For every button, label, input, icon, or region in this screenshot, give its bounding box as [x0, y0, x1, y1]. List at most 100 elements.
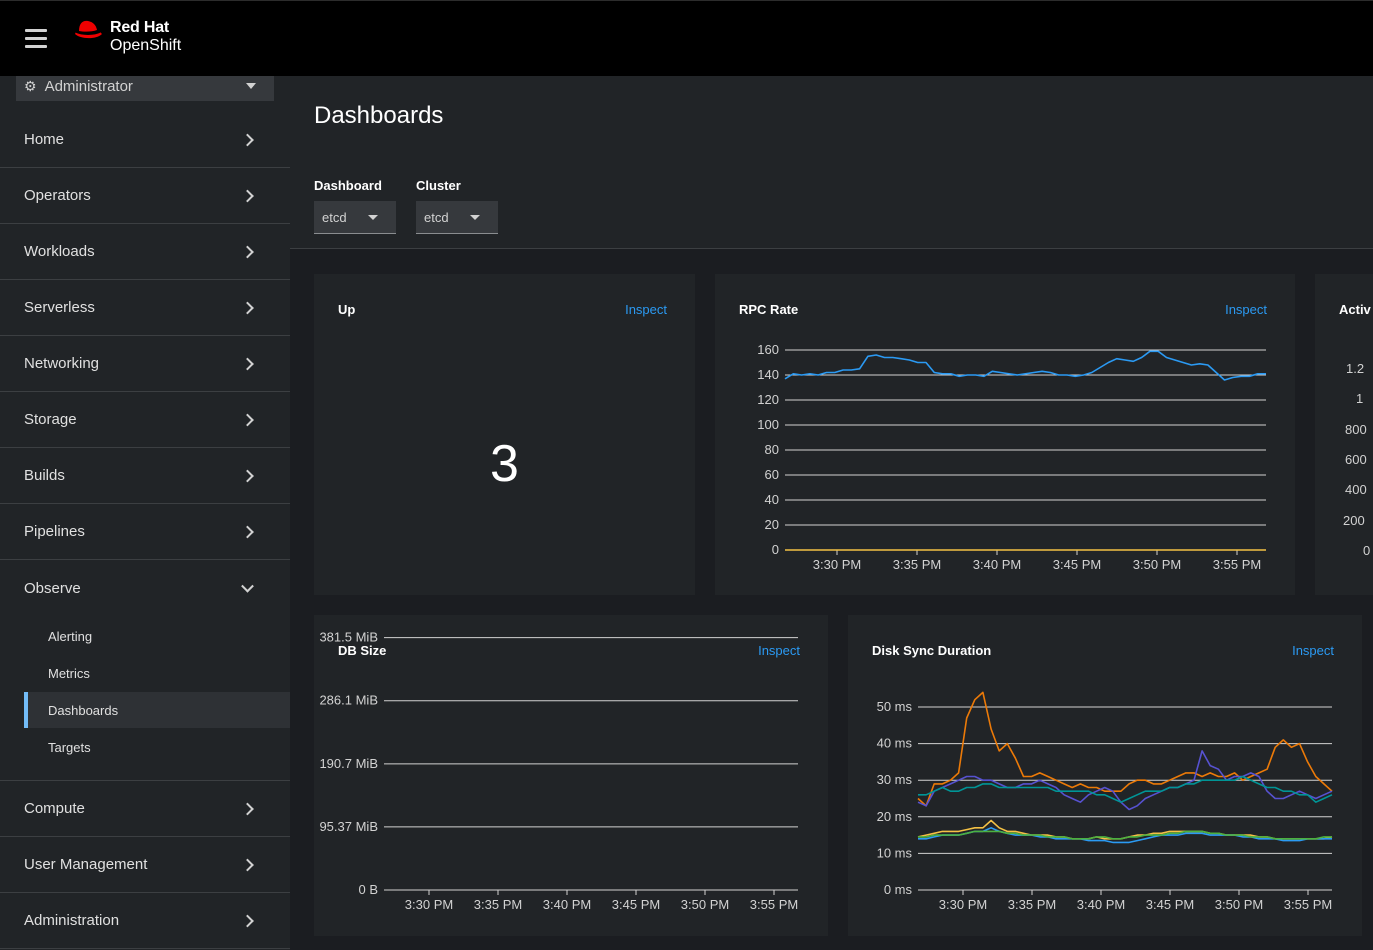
page-title: Dashboards [314, 102, 444, 129]
chevron-right-icon [241, 802, 254, 815]
up-value: 3 [490, 435, 519, 493]
sidebar-item-label: Observe [24, 579, 81, 597]
caret-down-icon [246, 83, 256, 89]
inspect-link[interactable]: Inspect [1225, 302, 1267, 317]
card-up: Up Inspect 3 [314, 274, 695, 595]
hamburger-menu-icon[interactable] [25, 29, 47, 49]
brand-line2: OpenShift [110, 37, 182, 54]
sidebar-item-label: Pipelines [24, 523, 85, 540]
y-tick-label: 40 [765, 492, 779, 507]
card-db-size: DB Size Inspect 0 B 95.37 MiB 190.7 MiB 286… [314, 615, 828, 936]
sidebar-subitem-label: Alerting [48, 628, 93, 644]
series-line [784, 350, 1266, 381]
y-tick-label: 800 [1345, 422, 1367, 437]
y-tick-label: 600 [1345, 452, 1367, 467]
y-tick-label: 160 [757, 342, 779, 357]
x-tick-label: 3:30 PM [939, 897, 987, 912]
card-rpc-rate: RPC Rate Inspect 160 140 120 100 80 60 40 20 0 3:… [715, 274, 1295, 595]
caret-down-icon [470, 215, 480, 220]
perspective-switcher[interactable]: ⚙ Administrator [16, 76, 274, 101]
chart-plot-group: 0 ms 10 ms 20 ms 30 ms 40 ms 50 ms 3:30 PM 3:35… [877, 691, 1333, 912]
series-line [917, 819, 1333, 840]
chevron-right-icon [241, 357, 254, 370]
y-tick-label: 20 ms [877, 809, 913, 824]
chevron-right-icon [241, 189, 254, 202]
divider [0, 780, 290, 781]
red-hat-fedora-icon [75, 20, 102, 39]
chevron-right-icon [241, 301, 254, 314]
sidebar-item-serverless[interactable]: Serverless [0, 280, 290, 336]
y-tick-label: 20 [765, 517, 779, 532]
inspect-link[interactable]: Inspect [758, 643, 800, 658]
y-tick-label: 95.37 MiB [319, 819, 378, 834]
card-disk-sync-duration: Disk Sync Duration Inspect 0 ms 10 ms 20 m… [848, 615, 1362, 936]
x-tick-label: 3:30 PM [813, 557, 861, 572]
sidebar-item-home[interactable]: Home [0, 112, 290, 168]
sidebar-subitem-metrics[interactable]: Metrics [24, 655, 290, 691]
x-tick-label: 3:50 PM [681, 897, 729, 912]
card-title: Activ [1339, 302, 1371, 317]
sidebar-item-label: Storage [24, 411, 77, 428]
chevron-right-icon [241, 133, 254, 146]
sidebar-item-workloads[interactable]: Workloads [0, 224, 290, 280]
y-tick-label: 30 ms [877, 772, 913, 787]
series-line [918, 775, 1333, 804]
x-tick-label: 3:55 PM [1213, 557, 1261, 572]
y-tick-label: 0 [772, 542, 779, 557]
x-tick-label: 3:50 PM [1215, 897, 1263, 912]
x-tick-label: 3:35 PM [893, 557, 941, 572]
y-tick-label: 1 [1356, 391, 1363, 406]
y-tick-label: 0 B [358, 882, 378, 897]
card-title: Disk Sync Duration [872, 643, 992, 658]
sidebar-subitem-label: Targets [48, 739, 91, 755]
active-chart: 1.2 1 800 600 400 200 0 [1343, 361, 1370, 558]
dashboard-select[interactable]: etcd [314, 201, 396, 234]
chart-plot-group: 0 B 95.37 MiB 190.7 MiB 286.1 MiB 381.5 MiB 3… [319, 630, 798, 912]
sidebar-item-operators[interactable]: Operators [0, 168, 290, 224]
inspect-link[interactable]: Inspect [1292, 643, 1334, 658]
y-tick-label: 60 [765, 467, 779, 482]
y-tick-label: 40 ms [877, 736, 913, 751]
sidebar-item-label: Serverless [24, 299, 95, 316]
card-title: Up [338, 302, 356, 317]
sidebar-item-label: User Management [24, 856, 148, 873]
sidebar-item-compute[interactable]: Compute [0, 781, 290, 837]
sidebar-subitem-targets[interactable]: Targets [24, 729, 290, 765]
x-tick-label: 3:50 PM [1133, 557, 1181, 572]
inspect-link[interactable]: Inspect [625, 302, 667, 317]
chevron-right-icon [241, 858, 254, 871]
chevron-right-icon [241, 245, 254, 258]
chevron-right-icon [241, 469, 254, 482]
y-tick-label: 400 [1345, 482, 1367, 497]
sidebar-subitem-alerting[interactable]: Alerting [24, 618, 290, 654]
sidebar-item-pipelines[interactable]: Pipelines [0, 504, 290, 560]
card-active: Activ 1.2 1 800 600 400 200 0 [1315, 274, 1373, 595]
sidebar-item-builds[interactable]: Builds [0, 448, 290, 504]
rpc-rate-chart: 160 140 120 100 80 60 40 20 0 3:30 PM 3:35 PM 3:40 … [757, 342, 1266, 572]
dashboard-filter-label: Dashboard [314, 178, 382, 193]
x-tick-label: 3:40 PM [973, 557, 1021, 572]
chevron-down-icon [241, 579, 254, 593]
sidebar-item-storage[interactable]: Storage [0, 392, 290, 448]
sidebar-item-user-management[interactable]: User Management [0, 837, 290, 893]
main-content: Dashboards Dashboard etcd Cluster etcd U… [290, 76, 1373, 950]
sidebar-subitem-dashboards[interactable]: Dashboards [24, 692, 290, 728]
chevron-right-icon [241, 525, 254, 538]
sidebar-item-label: Builds [24, 467, 65, 484]
disk-sync-chart: 0 ms 10 ms 20 ms 30 ms 40 ms 50 ms 3:30 PM 3:35… [877, 691, 1333, 912]
sidebar-item-label: Networking [24, 355, 100, 372]
y-tick-label: 0 [1363, 543, 1370, 558]
y-tick-label: 50 ms [877, 699, 913, 714]
sidebar-item-label: Administration [24, 912, 120, 929]
brand-logo[interactable]: Red Hat OpenShift [72, 19, 181, 55]
y-tick-label: 10 ms [877, 845, 913, 860]
sidebar-item-observe[interactable]: Observe [0, 560, 290, 616]
series-line [918, 830, 1332, 840]
cluster-select[interactable]: etcd [416, 201, 498, 234]
sidebar-item-networking[interactable]: Networking [0, 336, 290, 392]
y-tick-label: 140 [757, 367, 779, 382]
cogs-icon: ⚙ [24, 78, 37, 94]
x-tick-label: 3:35 PM [1008, 897, 1056, 912]
cluster-select-value: etcd [424, 209, 449, 225]
sidebar-item-administration[interactable]: Administration [0, 893, 290, 949]
